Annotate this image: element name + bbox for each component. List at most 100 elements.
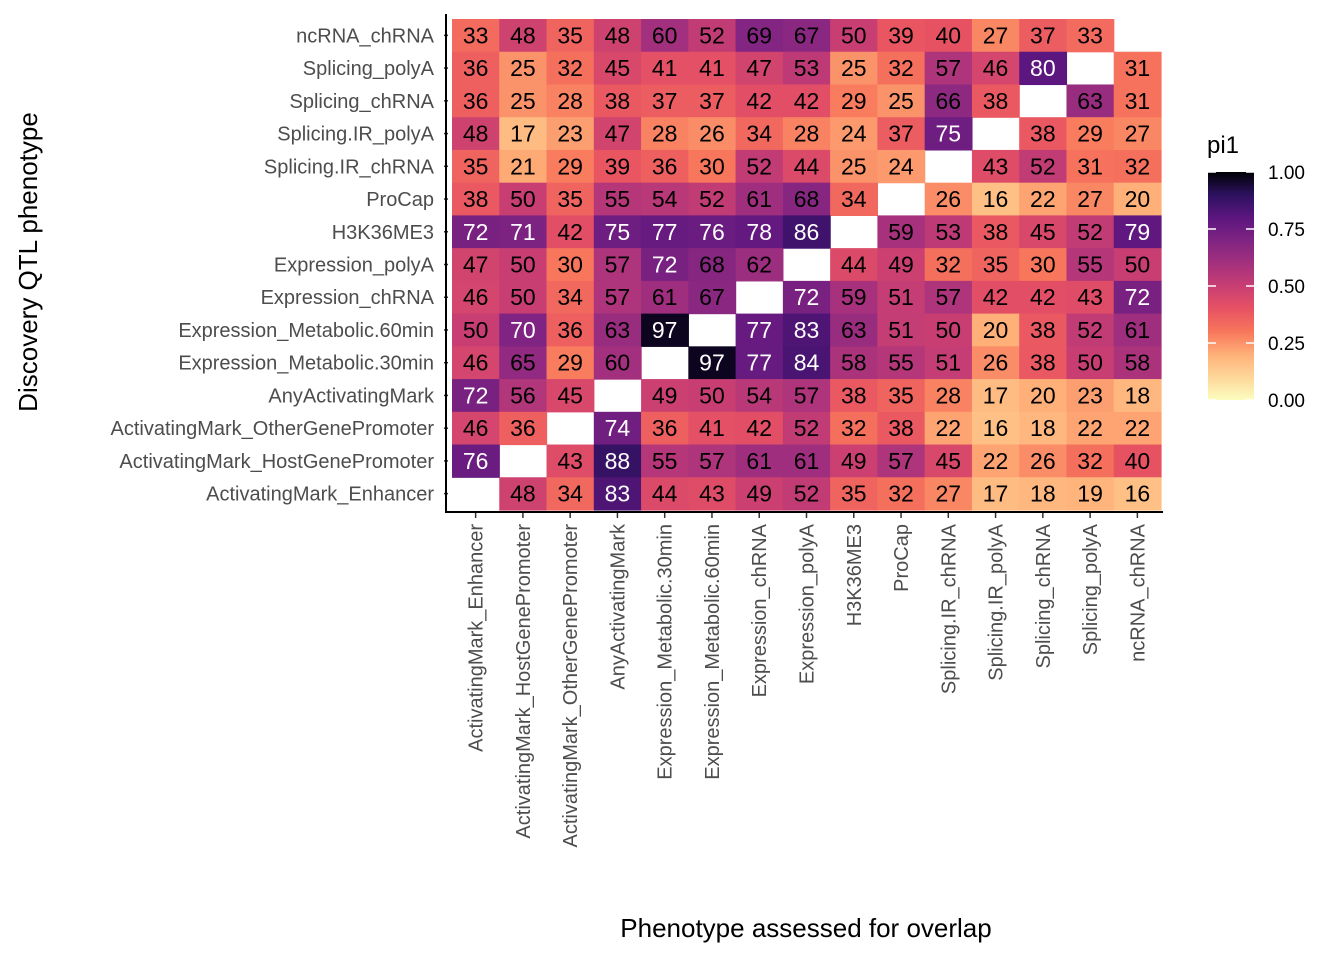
heatmap-cell — [593, 84, 642, 118]
cell-value-label: 72 — [794, 284, 820, 310]
heatmap-cell — [593, 313, 642, 347]
cell-value-label: 30 — [1030, 252, 1056, 278]
cell-value-label: 28 — [936, 382, 962, 408]
cell-value-label: 57 — [936, 55, 962, 81]
cell-value-label: 36 — [652, 153, 678, 179]
heatmap-cell — [735, 248, 784, 282]
heatmap-cell — [924, 477, 973, 511]
heatmap-cell — [641, 379, 689, 413]
heatmap-cell — [782, 84, 831, 118]
heatmap-cell — [1066, 280, 1115, 315]
cell-value-label: 26 — [1030, 448, 1056, 474]
heatmap-cell — [1066, 411, 1115, 446]
heatmap-cell — [546, 149, 595, 184]
cell-value-label: 38 — [605, 88, 631, 114]
cell-value-label: 32 — [888, 55, 914, 81]
heatmap-cell — [641, 117, 689, 151]
cell-value-label: 37 — [699, 88, 725, 114]
cell-value-label: 72 — [463, 382, 489, 408]
y-tick-label: AnyActivatingMark — [268, 385, 435, 407]
heatmap-cell — [499, 477, 548, 511]
heatmap-cell — [924, 379, 973, 413]
heatmap-cell — [1019, 215, 1068, 249]
legend-tick-label: 0.50 — [1268, 277, 1305, 298]
heatmap-cell — [1019, 477, 1068, 511]
cell-value-label: 69 — [746, 22, 772, 48]
heatmap-cell — [688, 411, 737, 446]
heatmap-cell — [735, 117, 784, 151]
heatmap-cell — [546, 477, 595, 511]
heatmap-cell — [641, 248, 689, 282]
cell-value-label: 51 — [888, 284, 914, 310]
legend-title: pi1 — [1207, 132, 1239, 159]
x-tick-label: ActivatingMark_OtherGenePromoter — [560, 524, 582, 848]
cell-value-label: 46 — [983, 55, 1009, 81]
heatmap-cell — [971, 19, 1020, 53]
heatmap-cell — [782, 313, 831, 347]
heatmap-cell — [499, 182, 548, 216]
heatmap-cell — [830, 346, 878, 380]
heatmap-cell — [924, 182, 973, 216]
cell-value-label: 23 — [1077, 382, 1103, 408]
cell-value-label: 46 — [463, 284, 489, 310]
cell-value-label: 22 — [1125, 415, 1151, 441]
heatmap-cell — [830, 411, 878, 446]
heatmap-cell — [782, 477, 831, 511]
x-tick-label: AnyActivatingMark — [607, 523, 629, 690]
cell-value-label: 41 — [699, 55, 725, 81]
cell-value-label: 38 — [841, 382, 867, 408]
cell-value-label: 32 — [936, 252, 962, 278]
heatmap-cell — [877, 248, 926, 282]
heatmap-cell — [1066, 182, 1115, 216]
cell-value-label: 22 — [1030, 186, 1056, 212]
heatmap-cell — [877, 215, 926, 249]
cell-value-label: 28 — [557, 88, 583, 114]
cell-value-label: 57 — [794, 382, 820, 408]
y-tick-label: Splicing.IR_chRNA — [264, 156, 435, 178]
heatmap-cell — [735, 149, 784, 184]
cell-value-label: 17 — [983, 481, 1009, 507]
cell-value-label: 88 — [605, 448, 631, 474]
heatmap-cell — [452, 379, 500, 413]
heatmap-cell — [877, 280, 926, 315]
heatmap-cell — [1066, 444, 1115, 478]
heatmap-cell — [452, 117, 500, 151]
cell-value-label: 34 — [746, 121, 772, 147]
cell-value-label: 57 — [605, 252, 631, 278]
heatmap-cell — [924, 444, 973, 478]
cell-value-label: 66 — [936, 88, 962, 114]
cell-value-label: 44 — [841, 252, 867, 278]
heatmap-cell — [641, 313, 689, 347]
cell-value-label: 75 — [936, 121, 962, 147]
cell-value-label: 16 — [1125, 481, 1151, 507]
cell-value-label: 51 — [888, 317, 914, 343]
cell-value-label: 45 — [1030, 219, 1056, 245]
cell-value-label: 16 — [983, 415, 1009, 441]
cell-value-label: 48 — [605, 22, 631, 48]
heatmap-cell — [641, 149, 689, 184]
cell-value-label: 63 — [841, 317, 867, 343]
heatmap-cell — [782, 346, 831, 380]
x-tick-label: H3K36ME3 — [844, 524, 866, 626]
y-tick-label: ncRNA_chRNA — [296, 25, 434, 47]
cell-value-label: 52 — [1077, 219, 1103, 245]
cell-value-label: 18 — [1030, 415, 1056, 441]
x-axis-tick-labels: ActivatingMark_Enhancer ActivatingMark_Ho… — [466, 513, 1149, 848]
cell-value-label: 54 — [746, 382, 772, 408]
x-tick-label: ActivatingMark_Enhancer — [466, 524, 488, 752]
heatmap-cell — [877, 84, 926, 118]
heatmap-cell — [1066, 477, 1115, 511]
cell-value-label: 55 — [1077, 252, 1103, 278]
x-tick-label: Expression_Metabolic.60min — [702, 524, 724, 780]
heatmap-cell — [924, 51, 973, 86]
heatmap-cell — [971, 182, 1020, 216]
heatmap-cell — [782, 411, 831, 446]
cell-value-label: 52 — [1030, 153, 1056, 179]
cell-value-label: 70 — [510, 317, 536, 343]
cell-value-label: 45 — [605, 55, 631, 81]
cell-value-label: 63 — [605, 317, 631, 343]
cell-value-label: 38 — [1030, 350, 1056, 376]
heatmap-cell — [1113, 280, 1162, 315]
heatmap-cell — [924, 411, 973, 446]
heatmap-cell — [546, 19, 595, 53]
